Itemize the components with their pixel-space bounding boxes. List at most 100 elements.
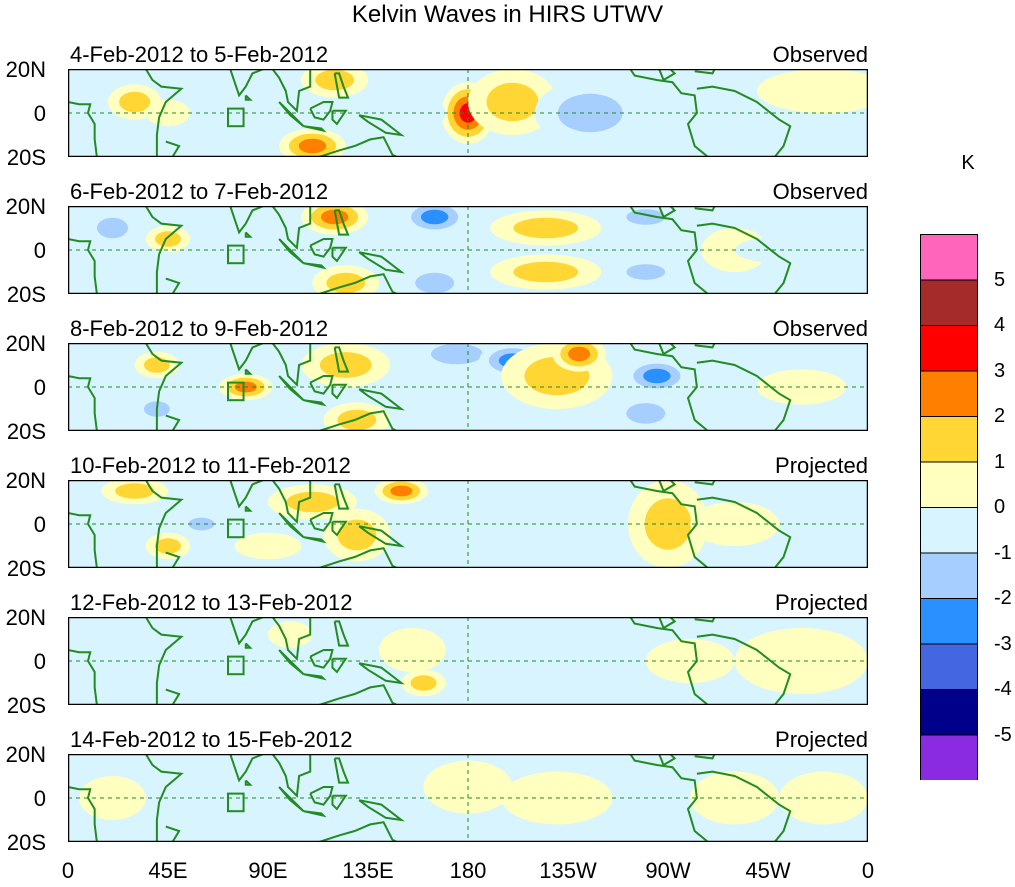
units-label: K: [961, 152, 975, 174]
coastline: [271, 69, 312, 113]
anomaly-map: [68, 480, 868, 568]
anomaly-contour: [79, 776, 146, 820]
coastline: [68, 649, 98, 705]
panel-frame: [68, 69, 868, 157]
colorbar-swatch: [920, 507, 978, 554]
anomaly-contour: [188, 517, 215, 531]
colorbar-level: -4: [994, 678, 1012, 700]
coastline: [165, 414, 181, 431]
colorbar-level: 5: [994, 268, 1006, 291]
panel-status: Observed: [772, 316, 868, 341]
anomaly-contour: [626, 264, 666, 280]
anomaly-contour: [626, 403, 666, 424]
anomaly-contour: [119, 91, 151, 113]
coastline: [68, 69, 184, 157]
coastline: [165, 825, 181, 842]
coastline: [309, 649, 334, 669]
map-panel-6: 14-Feb-2012 to 15-Feb-2012 Projected 20N 0 2…: [0, 727, 880, 855]
coastline: [165, 551, 181, 568]
coastline: [278, 238, 305, 264]
anomaly-contour: [568, 346, 591, 362]
coastline: [333, 72, 350, 99]
coastline: [331, 109, 348, 126]
panel-date-range: 12-Feb-2012 to 13-Feb-2012: [70, 590, 353, 615]
anomaly-map: [68, 343, 868, 431]
anomaly-map: [68, 617, 868, 705]
panel-date-range: 6-Feb-2012 to 7-Feb-2012: [70, 179, 329, 204]
latitude-label: 20N: [5, 468, 46, 493]
coastline: [696, 85, 792, 157]
coastline: [278, 512, 305, 538]
coastline: [358, 662, 405, 685]
coastline: [309, 512, 334, 532]
anomaly-contour: [390, 485, 413, 497]
colorbar-level: -5: [994, 723, 1012, 746]
coastline: [68, 375, 98, 431]
region-box: [227, 381, 245, 402]
panel-date-range: 8-Feb-2012 to 9-Feb-2012: [70, 316, 329, 341]
panel-date-range: 14-Feb-2012 to 15-Feb-2012: [70, 727, 353, 752]
coastline: [278, 375, 305, 401]
coastline: [278, 786, 305, 812]
colorbar-level: -1: [994, 541, 1012, 564]
panel-frame: [68, 617, 868, 705]
colorbar-level: 2: [994, 405, 1006, 427]
coastline: [629, 206, 709, 294]
coastline: [303, 399, 327, 407]
coastline: [318, 821, 398, 842]
panel-frame: [68, 754, 868, 842]
latitude-label: 20S: [6, 693, 46, 718]
map-panel-3: 8-Feb-2012 to 9-Feb-2012 Observed 20N 0 20S: [0, 316, 880, 444]
anomaly-contour: [534, 669, 646, 697]
coastline: [694, 69, 716, 75]
longitude-label: 180: [449, 858, 487, 883]
coastline: [165, 140, 181, 157]
latitude-label: 0: [33, 238, 46, 263]
anomaly-contour: [645, 639, 735, 683]
coastline: [229, 480, 264, 509]
latitude-label: 20N: [5, 194, 46, 219]
anomaly-contour: [190, 634, 280, 688]
coastline: [318, 410, 398, 431]
panel-frame: [68, 480, 868, 568]
coastline: [68, 512, 98, 568]
map-panel-5: 12-Feb-2012 to 13-Feb-2012 Projected 20N 0 2…: [0, 590, 880, 718]
panel-frame: [68, 343, 868, 431]
coastline: [333, 483, 350, 510]
latitude-label: 20S: [6, 556, 46, 581]
coastline: [244, 642, 253, 649]
coastline: [694, 617, 716, 623]
chart-title: Kelvin Waves in HIRS UTWV: [351, 1, 664, 28]
map-panel-1: 4-Feb-2012 to 5-Feb-2012 Observed 20N 0 20S: [0, 42, 880, 170]
anomaly-contour: [201, 121, 246, 149]
colorbar-swatch: [920, 370, 978, 417]
anomaly-contour: [410, 675, 437, 691]
coastline: [303, 810, 327, 818]
region-box: [227, 107, 245, 128]
colorbar-swatch: [920, 734, 978, 780]
coastline: [696, 770, 792, 842]
panel-status: Projected: [775, 727, 868, 752]
longitude-label: 45E: [148, 858, 188, 883]
panel-status: Projected: [775, 453, 868, 478]
coastline: [68, 238, 98, 294]
panel-date-range: 4-Feb-2012 to 5-Feb-2012: [70, 42, 329, 67]
anomaly-contour: [420, 209, 449, 225]
coastline: [358, 388, 405, 411]
colorbar-level: -3: [994, 632, 1012, 655]
coastline: [358, 799, 405, 822]
anomaly-contour: [115, 483, 155, 499]
coastline: [694, 480, 716, 486]
colorbar-level: 0: [994, 496, 1006, 518]
coastline: [271, 206, 312, 250]
coastline: [333, 620, 350, 647]
latitude-label: 0: [33, 375, 46, 400]
coastline: [331, 383, 348, 400]
coastline: [68, 101, 98, 157]
coastline: [244, 779, 253, 786]
coastline: [68, 786, 98, 842]
coastline: [333, 209, 350, 236]
anomaly-contour: [445, 491, 580, 557]
region-box: [227, 244, 245, 265]
anomaly-contour: [315, 69, 355, 91]
